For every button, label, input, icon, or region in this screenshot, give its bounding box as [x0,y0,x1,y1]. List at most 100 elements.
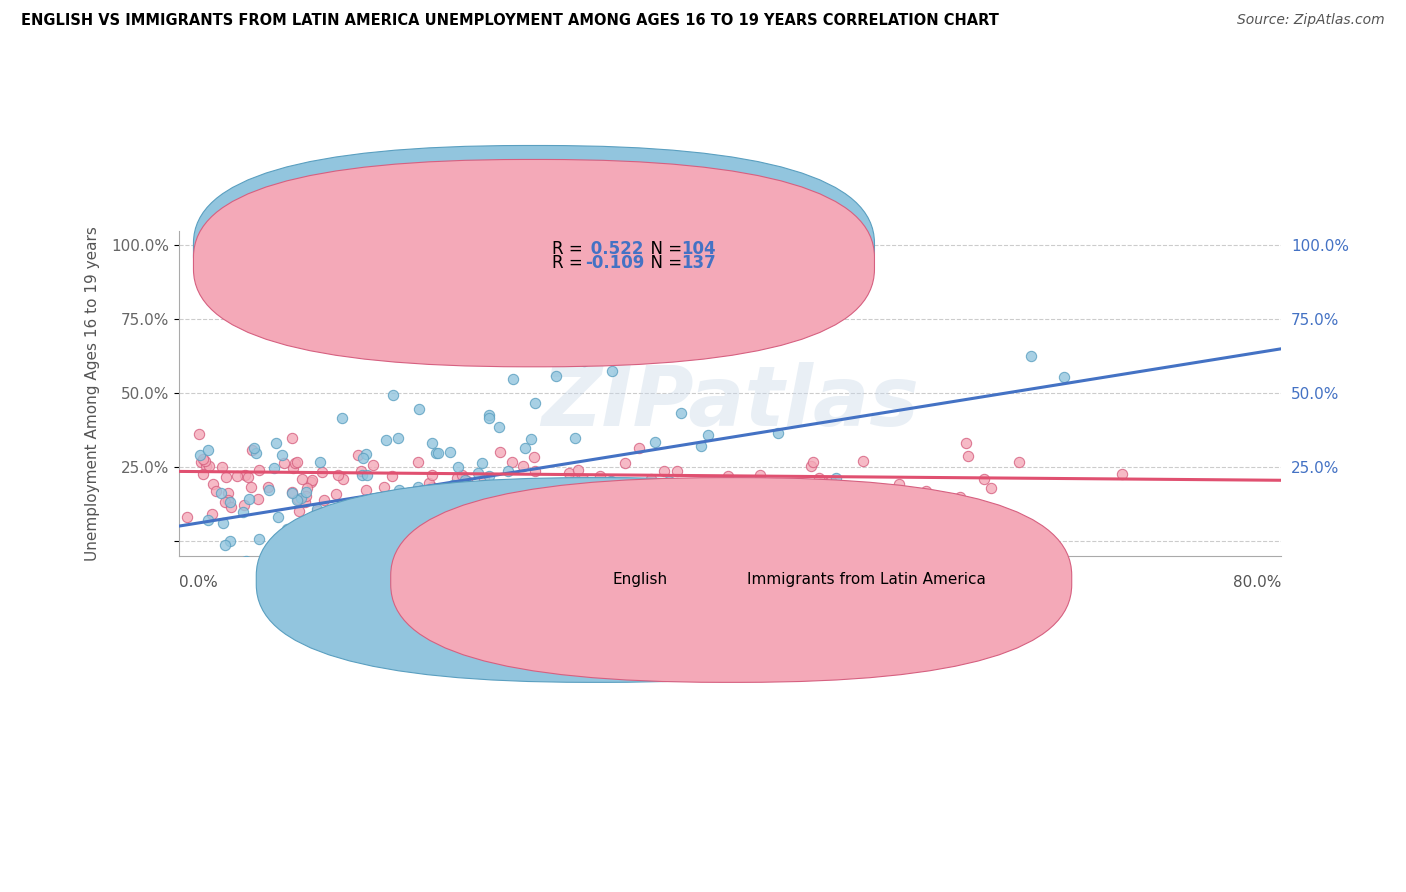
FancyBboxPatch shape [194,160,875,367]
Point [628,442,651,456]
Point [488,477,510,491]
Point [519,432,541,446]
Point [312,533,335,547]
Point [214,494,236,508]
Point [652,464,675,478]
Point [478,411,501,425]
Point [215,591,238,605]
Point [1008,455,1031,469]
Point [309,455,332,469]
Point [762,487,785,501]
FancyBboxPatch shape [510,240,758,275]
Point [408,401,430,416]
Point [686,483,709,497]
Point [1053,370,1076,384]
Point [269,558,291,573]
Point [567,463,589,477]
Point [406,455,429,469]
Point [344,529,367,543]
Point [267,509,290,524]
Point [354,483,377,498]
Point [443,569,465,583]
Point [319,529,342,543]
Point [589,468,612,483]
Point [356,467,378,482]
Point [720,478,742,492]
Point [176,510,198,524]
Point [225,469,247,483]
Point [647,480,669,494]
Point [218,534,240,549]
Point [311,511,333,525]
Point [683,495,706,509]
Point [294,495,316,509]
Point [217,485,239,500]
Point [634,482,657,496]
Point [312,492,335,507]
Point [589,504,612,518]
Point [325,486,347,500]
Point [332,521,354,535]
Point [470,482,492,496]
Point [697,428,720,442]
Point [415,515,437,529]
Point [713,476,735,491]
Point [453,474,475,488]
Point [299,475,322,489]
Point [558,467,581,481]
Text: N =: N = [640,254,688,272]
Point [613,478,636,492]
Point [197,513,219,527]
Point [527,558,550,572]
Point [217,493,239,508]
Point [214,538,236,552]
Point [980,481,1002,495]
Point [420,468,443,483]
Text: 0.0%: 0.0% [179,575,218,591]
Point [956,449,979,463]
Point [579,500,602,515]
Point [599,474,621,488]
Point [682,520,704,534]
Point [381,388,404,402]
Point [501,454,523,468]
Point [889,477,911,491]
Point [1019,350,1042,364]
Point [488,420,510,434]
Point [194,459,217,474]
Point [316,543,339,558]
Point [233,498,256,512]
Point [291,472,314,486]
Point [257,480,280,494]
Point [614,456,637,470]
Point [457,511,479,525]
Point [280,486,302,500]
Point [305,504,328,518]
Point [502,372,524,386]
Point [290,491,312,505]
Point [352,468,374,483]
Point [211,459,233,474]
Point [387,431,409,445]
Point [238,492,260,507]
Point [512,459,534,474]
Point [538,490,561,504]
Point [533,478,555,492]
Point [807,471,830,485]
Point [472,471,495,485]
Text: N =: N = [640,240,688,258]
Point [380,506,402,520]
Point [347,448,370,462]
Point [524,464,547,478]
Point [471,456,494,470]
Text: -0.109: -0.109 [585,254,644,272]
Point [391,532,413,546]
Point [202,476,225,491]
Point [284,525,307,540]
Text: 137: 137 [682,254,717,272]
Point [350,464,373,478]
Point [280,431,302,445]
Point [665,464,688,478]
Point [270,541,292,555]
Point [603,493,626,508]
